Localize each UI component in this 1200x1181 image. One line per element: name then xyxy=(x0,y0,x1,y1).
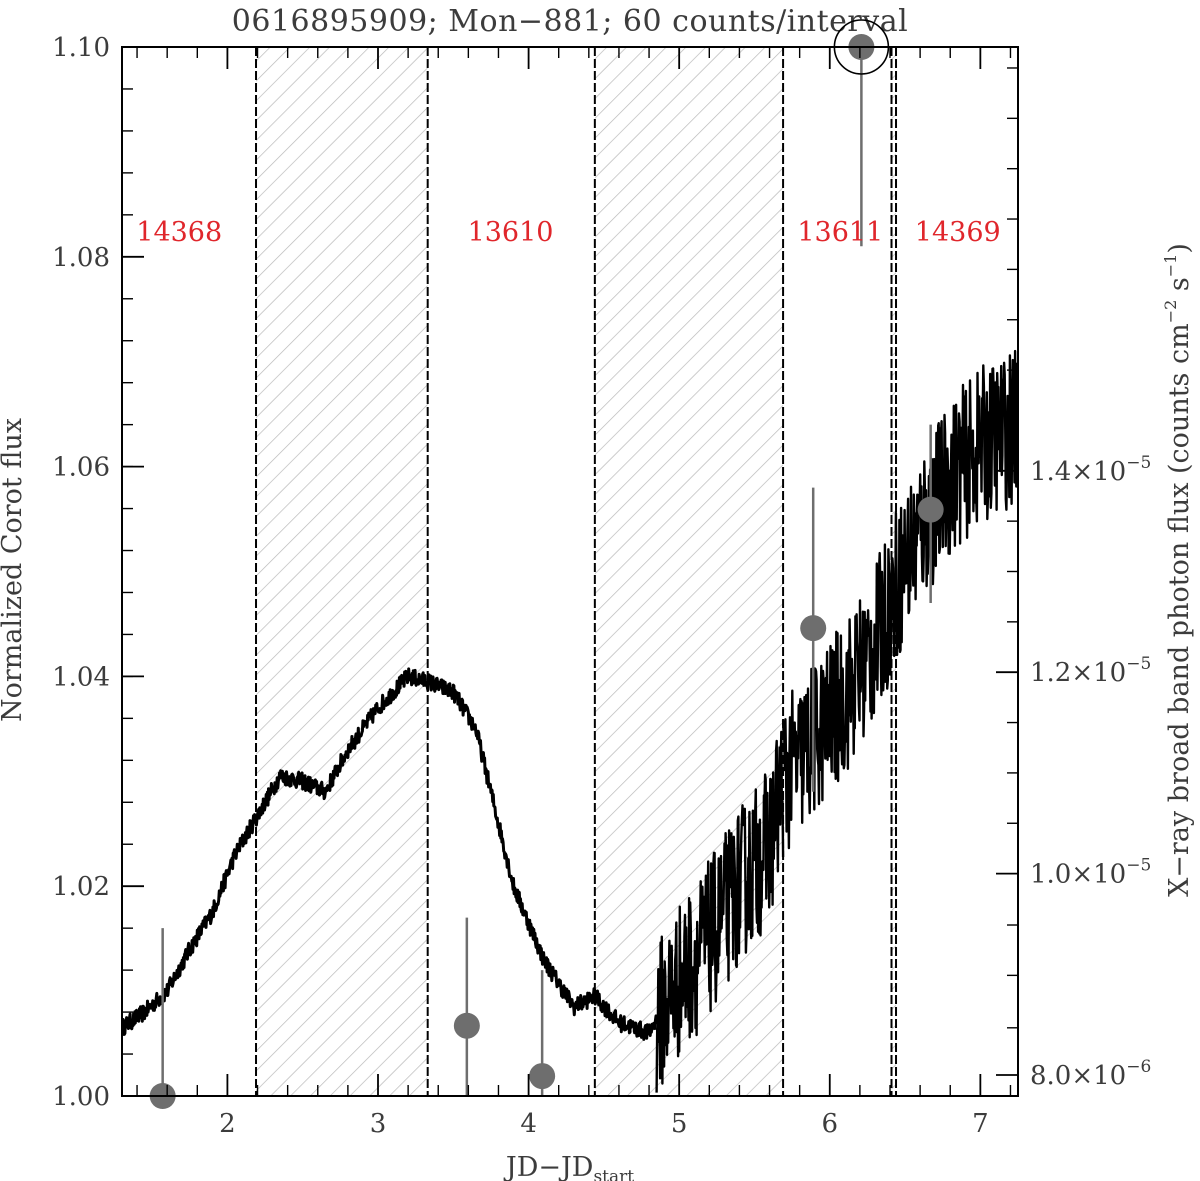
hatched-regions xyxy=(256,47,897,1096)
observation-labels: 14368 13610 13611 14369 xyxy=(136,217,1000,248)
obs-label-13610: 13610 xyxy=(468,217,554,248)
x-axis-title: JD−JDstart xyxy=(503,1152,634,1181)
obs-label-14369: 14369 xyxy=(915,217,1001,248)
y-tick-label-0: 1.00 xyxy=(52,1082,110,1112)
y-axis-left: 1.00 1.02 1.04 1.06 1.08 1.10 xyxy=(52,33,144,1112)
x-tick-label-4: 4 xyxy=(520,1109,537,1139)
y2-tick-label-1: 1.0×10−5 xyxy=(1030,856,1151,890)
x-tick-label-3: 3 xyxy=(370,1109,387,1139)
corot-segment-2 xyxy=(781,349,1018,850)
x-tick-label-7: 7 xyxy=(972,1109,989,1139)
y2-title-main: X−ray broad band photon flux (counts cm xyxy=(1164,323,1195,897)
y-tick-label-4: 1.08 xyxy=(52,243,110,273)
y-tick-label-2: 1.04 xyxy=(52,662,110,692)
y2-title-close: ) xyxy=(1164,243,1195,254)
y2-title-exp2: −1 xyxy=(1161,254,1180,278)
x-axis-title-main: JD−JD xyxy=(503,1152,594,1181)
y-axis-left-title: Normalized Corot flux xyxy=(0,418,28,722)
obs-label-14368: 14368 xyxy=(136,217,222,248)
hatched-region-0 xyxy=(256,47,428,1096)
xray-point-2 xyxy=(529,1063,556,1090)
corot-segment-0 xyxy=(122,667,659,1041)
y-axis-right-title: X−ray broad band photon flux (counts cm−… xyxy=(1161,243,1195,897)
y-tick-label-1: 1.02 xyxy=(52,872,110,902)
y2-tick-label-0: 8.0×10−6 xyxy=(1030,1057,1151,1091)
y2-tick-label-2: 1.2×10−5 xyxy=(1030,654,1151,688)
y2-title-s: s xyxy=(1164,277,1195,299)
x-tick-label-6: 6 xyxy=(821,1109,838,1139)
x-tick-label-2: 2 xyxy=(219,1109,236,1139)
chart-title: 0616895909; Mon−881; 60 counts/interval xyxy=(232,4,908,39)
x-axis: 2 3 4 5 6 7 xyxy=(136,47,1012,1139)
x-axis-title-subscript: start xyxy=(593,1167,634,1181)
corot-light-curve xyxy=(122,349,1018,1093)
xray-point-5 xyxy=(917,496,944,523)
y-axis-right: 8.0×10−6 1.0×10−5 1.2×10−5 1.4×10−5 xyxy=(996,67,1151,1091)
xray-point-3 xyxy=(800,615,827,642)
y2-tick-label-3: 1.4×10−5 xyxy=(1030,453,1151,487)
obs-label-13611: 13611 xyxy=(797,217,883,248)
y-tick-label-5: 1.10 xyxy=(52,33,110,63)
x-tick-label-5: 5 xyxy=(671,1109,688,1139)
corot-segment-1 xyxy=(655,730,785,1093)
xray-point-1 xyxy=(453,1012,480,1039)
xray-points xyxy=(149,19,944,1109)
y-tick-label-3: 1.06 xyxy=(52,453,110,483)
y2-title-exp1: −2 xyxy=(1161,300,1180,324)
